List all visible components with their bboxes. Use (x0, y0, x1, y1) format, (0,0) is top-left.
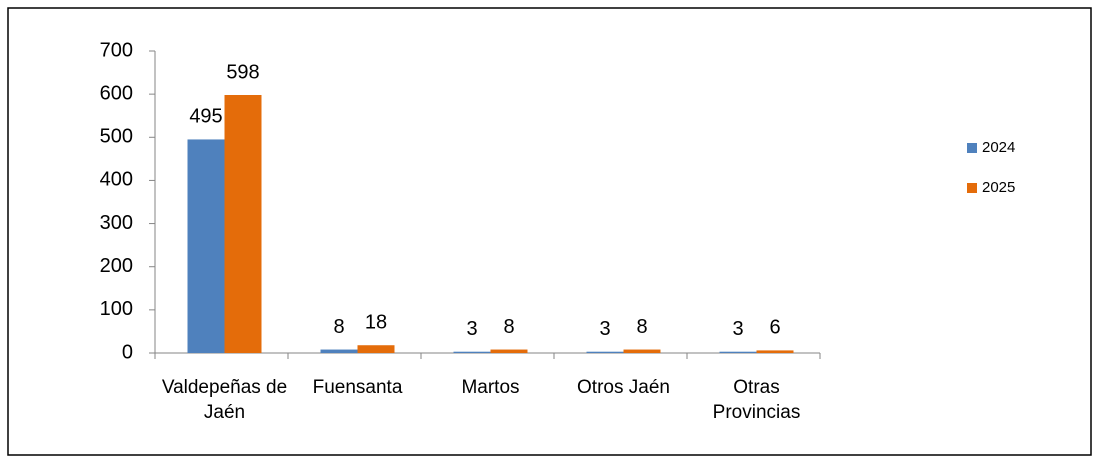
x-tick-label: Otros Jaén (577, 377, 670, 398)
data-label: 3 (466, 318, 477, 340)
x-tick-label: Fuensanta (312, 377, 403, 398)
y-tick-label: 500 (100, 126, 133, 148)
y-tick-label: 100 (100, 298, 133, 320)
data-label: 8 (333, 316, 344, 338)
y-tick-label: 700 (100, 39, 133, 61)
y-tick-label: 400 (100, 169, 133, 191)
y-tick-label: 600 (100, 82, 133, 104)
x-tick-label: Martos (461, 377, 520, 398)
y-tick-label: 300 (100, 212, 133, 234)
data-label: 495 (189, 106, 222, 128)
legend-label: 2025 (982, 179, 1015, 196)
bar (320, 349, 358, 353)
bar (490, 349, 528, 353)
data-label: 6 (769, 317, 780, 339)
legend-swatch (967, 183, 977, 193)
x-tick-label: Otras Provincias (712, 377, 801, 423)
bar (756, 350, 794, 353)
data-label: 8 (636, 316, 647, 338)
bar (719, 351, 757, 353)
data-label: 18 (365, 312, 387, 334)
data-label: 3 (732, 318, 743, 340)
bar (357, 345, 395, 353)
legend-label: 2024 (982, 139, 1015, 156)
x-tick-label: Valdepeñas de Jaén (161, 377, 288, 423)
bar (187, 139, 225, 353)
bar (586, 351, 624, 353)
bar (224, 95, 262, 354)
y-tick-label: 200 (100, 255, 133, 277)
bar (623, 349, 661, 353)
bar (453, 351, 491, 353)
y-tick-label: 0 (122, 341, 133, 363)
data-label: 3 (599, 318, 610, 340)
data-label: 8 (503, 316, 514, 338)
legend-swatch (967, 143, 977, 153)
data-label: 598 (226, 61, 259, 83)
